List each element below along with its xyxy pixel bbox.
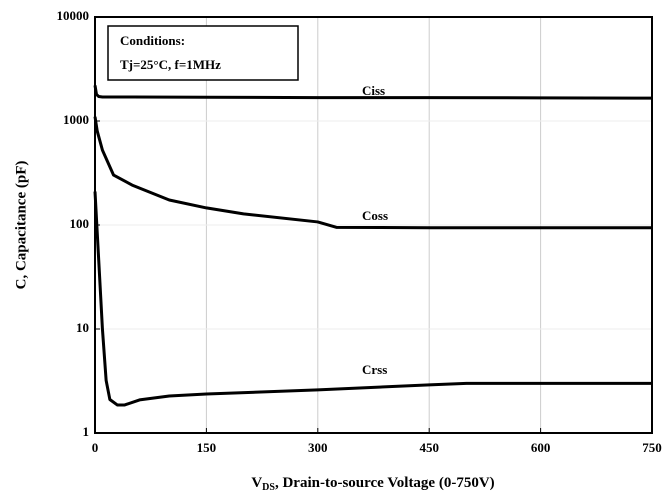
series-line: [93, 191, 652, 407]
series-label: Ciss: [362, 83, 385, 98]
series-line: [93, 85, 653, 100]
y-tick-label: 1: [83, 424, 90, 439]
conditions-title: Conditions:: [120, 33, 185, 48]
x-label-main: V: [251, 475, 262, 491]
y-tick-label: 10000: [57, 8, 90, 23]
x-label-rest: , Drain-to-source Voltage (0-750V): [275, 475, 495, 491]
x-tick-label: 450: [419, 440, 439, 455]
x-tick-label: 150: [197, 440, 217, 455]
series-line: [93, 116, 652, 230]
x-tick-label: 600: [531, 440, 551, 455]
conditions-text: Tj=25°C, f=1MHz: [120, 57, 221, 72]
y-tick-label: 1000: [63, 112, 89, 127]
x-tick-label: 0: [92, 440, 99, 455]
x-tick-label: 750: [642, 440, 662, 455]
series-label: Crss: [362, 362, 387, 377]
y-tick-label: 10: [76, 320, 89, 335]
x-axis-label: VDS, Drain-to-source Voltage (0-750V): [251, 475, 494, 493]
y-axis-label: C, Capacitance (pF): [13, 161, 29, 290]
conditions-box: [107, 25, 299, 81]
lines: [93, 85, 653, 407]
series-label: Coss: [362, 208, 388, 223]
y-tick-label: 100: [70, 216, 90, 231]
x-label-sub: DS: [262, 482, 275, 493]
x-tick-label: 300: [308, 440, 328, 455]
